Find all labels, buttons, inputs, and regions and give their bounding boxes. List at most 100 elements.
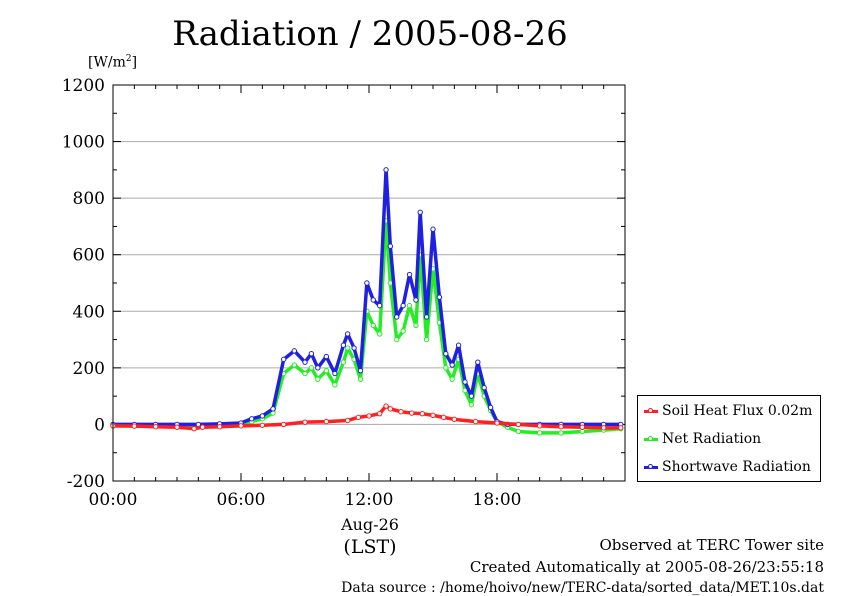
data-point-net-radiation <box>515 428 522 435</box>
legend-item-soil-heat-flux: Soil Heat Flux 0.02m <box>644 401 812 421</box>
data-point-net-radiation <box>308 365 315 371</box>
data-point-shortwave-radiation <box>344 331 351 337</box>
data-point-soil-heat-flux <box>355 414 362 421</box>
data-point-soil-heat-flux <box>600 425 607 431</box>
data-point-shortwave-radiation <box>383 167 389 173</box>
data-point-shortwave-radiation <box>291 348 298 354</box>
data-point-net-radiation <box>413 322 419 329</box>
data-point-soil-heat-flux <box>579 424 586 430</box>
data-point-shortwave-radiation <box>436 294 443 300</box>
data-point-shortwave-radiation <box>387 243 394 249</box>
data-point-shortwave-radiation <box>430 226 436 232</box>
legend-item-net-radiation: Net Radiation <box>644 429 761 449</box>
y-tick-label-3: 400 <box>73 302 105 322</box>
data-point-shortwave-radiation <box>449 362 455 368</box>
data-point-soil-heat-flux <box>259 422 266 428</box>
data-point-shortwave-radiation <box>259 413 266 419</box>
data-point-net-radiation <box>302 370 308 377</box>
data-point-soil-heat-flux <box>199 424 206 430</box>
legend-label-shortwave: Shortwave Radiation <box>662 459 811 475</box>
x-tick-label-2: 12:00 <box>345 490 394 510</box>
data-point-soil-heat-flux <box>440 414 447 421</box>
data-point-net-radiation <box>449 376 455 382</box>
data-point-soil-heat-flux <box>408 410 415 416</box>
y-unit-sup: 2 <box>125 54 132 64</box>
data-point-net-radiation <box>579 428 586 435</box>
data-point-shortwave-radiation <box>308 351 315 357</box>
legend-label-net: Net Radiation <box>662 431 762 447</box>
data-point-net-radiation <box>370 322 376 329</box>
data-point-soil-heat-flux <box>618 425 624 431</box>
footer-source: Data source : /home/hoivo/new/TERC-data/… <box>341 580 824 596</box>
y-tick-label-7: 1200 <box>62 76 105 96</box>
x-tick-label-0: 00:00 <box>89 490 138 510</box>
data-point-shortwave-radiation <box>443 351 449 357</box>
x-tick-label-1: 06:00 <box>217 490 266 510</box>
series-line-net-radiation <box>113 219 621 435</box>
data-point-net-radiation <box>323 367 330 374</box>
series-line-soil-heat-flux <box>112 404 621 431</box>
data-point-shortwave-radiation <box>376 302 383 309</box>
data-point-net-radiation <box>468 401 475 408</box>
data-point-net-radiation <box>291 362 298 368</box>
data-point-net-radiation <box>376 331 383 337</box>
data-point-soil-heat-flux <box>398 409 404 415</box>
data-point-shortwave-radiation <box>462 379 468 385</box>
y-unit-close: ] <box>131 54 138 71</box>
data-point-shortwave-radiation <box>417 209 423 215</box>
y-axis-unit: [W/m2] <box>88 54 137 71</box>
data-point-soil-heat-flux <box>383 403 389 409</box>
data-point-net-radiation <box>443 365 449 371</box>
data-point-soil-heat-flux <box>323 418 330 425</box>
chart-title: Radiation / 2005-08-26 <box>172 14 568 54</box>
data-point-soil-heat-flux <box>536 423 543 429</box>
data-point-shortwave-radiation <box>270 406 276 412</box>
data-point-shortwave-radiation <box>475 359 481 365</box>
data-point-shortwave-radiation <box>332 370 338 377</box>
data-point-shortwave-radiation <box>248 416 255 422</box>
data-point-shortwave-radiation <box>400 302 406 309</box>
data-point-soil-heat-flux <box>376 410 383 417</box>
data-point-soil-heat-flux <box>419 410 426 417</box>
y-tick-label-2: 200 <box>73 359 105 379</box>
data-point-shortwave-radiation <box>423 314 430 320</box>
x-timezone-label: (LST) <box>343 536 397 558</box>
data-point-shortwave-radiation <box>280 356 287 363</box>
data-point-soil-heat-flux <box>494 420 500 426</box>
y-tick-label-6: 1000 <box>62 133 105 153</box>
y-unit-open: [W/m <box>88 54 126 71</box>
data-point-net-radiation <box>315 376 321 382</box>
data-point-shortwave-radiation <box>481 384 487 391</box>
data-point-net-radiation <box>394 336 400 343</box>
data-point-soil-heat-flux <box>344 417 351 424</box>
data-point-net-radiation <box>406 302 413 309</box>
data-point-soil-heat-flux <box>152 423 159 430</box>
data-point-soil-heat-flux <box>387 406 394 412</box>
y-tick-label-0: -200 <box>67 472 105 492</box>
y-tick-label-4: 600 <box>73 246 105 266</box>
data-point-soil-heat-flux <box>451 416 458 423</box>
data-point-shortwave-radiation <box>394 314 400 320</box>
data-point-shortwave-radiation <box>351 345 357 351</box>
x-tick-label-3: 18:00 <box>473 490 522 510</box>
legend-label-soil: Soil Heat Flux 0.02m <box>662 403 813 419</box>
data-point-soil-heat-flux <box>515 421 522 428</box>
data-point-shortwave-radiation <box>487 404 494 411</box>
data-point-shortwave-radiation <box>455 342 462 348</box>
data-point-net-radiation <box>344 345 351 351</box>
data-point-soil-heat-flux <box>366 413 372 419</box>
data-point-net-radiation <box>357 376 364 382</box>
x-date-label: Aug-26 <box>341 515 399 534</box>
data-point-net-radiation <box>536 430 543 436</box>
footer-created: Created Automatically at 2005-08-26/23:5… <box>469 558 824 576</box>
data-point-shortwave-radiation <box>413 297 419 303</box>
footer-observed: Observed at TERC Tower site <box>599 536 824 554</box>
data-point-soil-heat-flux <box>280 421 287 428</box>
data-point-net-radiation <box>400 328 406 334</box>
data-point-shortwave-radiation <box>302 359 308 365</box>
data-point-soil-heat-flux <box>558 423 564 430</box>
data-point-soil-heat-flux <box>191 425 197 432</box>
data-point-net-radiation <box>332 382 338 388</box>
series-line-shortwave-radiation <box>113 168 621 427</box>
